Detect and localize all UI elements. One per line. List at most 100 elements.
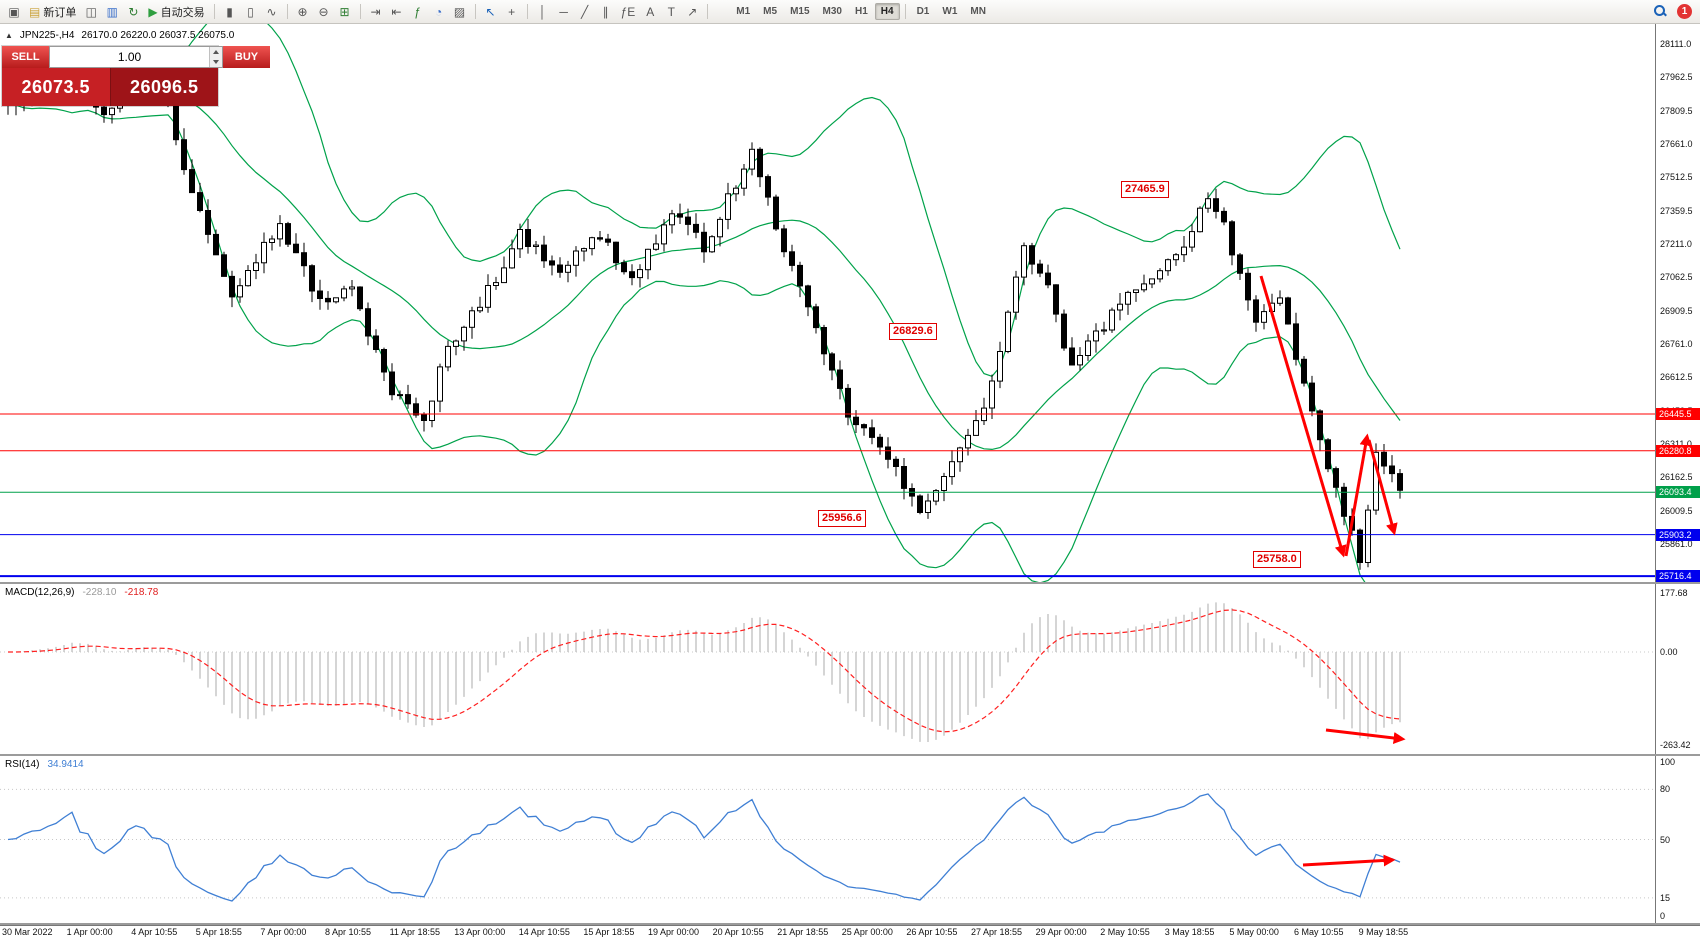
candle xyxy=(1221,210,1227,223)
one-click-toggle[interactable]: ▲ xyxy=(5,31,13,40)
chart-window-icon[interactable]: ◫ xyxy=(81,2,101,21)
macd-signal-line xyxy=(8,609,1401,733)
time-axis[interactable]: 30 Mar 2022 1 Apr 00:00 4 Apr 10:55 5 Apr 1… xyxy=(0,925,1700,939)
timeframe-m1[interactable]: M1 xyxy=(736,6,751,17)
bar-chart-button[interactable]: ▮ xyxy=(220,2,240,21)
price-annotation-label[interactable]: 25758.0 xyxy=(1253,551,1301,568)
line-chart-button[interactable]: ∿ xyxy=(262,2,282,21)
candle xyxy=(901,466,907,489)
trend-arrow[interactable] xyxy=(1344,433,1372,557)
panel-separator[interactable] xyxy=(0,754,1700,756)
rsi-panel[interactable]: RSI(14) 34.9414 xyxy=(0,756,1655,923)
macd-trend-arrow[interactable] xyxy=(1325,728,1406,744)
timeframe-m5[interactable]: M5 xyxy=(763,6,778,17)
price-chart-plot[interactable] xyxy=(0,24,1655,582)
buy-button[interactable]: BUY xyxy=(223,46,270,68)
crosshair-button[interactable]: + xyxy=(502,2,522,21)
timeframe-m15[interactable]: M15 xyxy=(790,6,810,17)
candle xyxy=(589,237,595,250)
macd-panel[interactable]: MACD(12,26,9) -228.10 -218.78 xyxy=(0,584,1655,754)
price-axis[interactable]: 28111.0 27962.5 27809.5 27661.0 27512.5 27359… xyxy=(1655,24,1700,582)
new-order-button[interactable]: ▤ 新订单 xyxy=(25,2,80,21)
toolbar-separator xyxy=(286,4,288,19)
price-annotation-label[interactable]: 25956.6 xyxy=(818,510,866,527)
indicators-button-glyph: ƒ xyxy=(414,4,421,19)
sell-button[interactable]: SELL xyxy=(2,46,49,68)
label-button[interactable]: T xyxy=(661,2,681,21)
timeframe-d1[interactable]: D1 xyxy=(916,6,930,17)
candle xyxy=(1125,291,1131,305)
candle xyxy=(869,427,875,438)
horizontal-line-button[interactable]: ─ xyxy=(554,2,574,21)
candle xyxy=(517,229,523,250)
trend-arrow[interactable] xyxy=(1259,275,1347,558)
fibonacci-button[interactable]: ƒE xyxy=(617,2,640,21)
timeframe-h1[interactable]: H1 xyxy=(854,6,868,17)
arrows-button[interactable]: ↗ xyxy=(682,2,702,21)
volume-input[interactable] xyxy=(50,47,209,67)
candle xyxy=(1397,473,1403,491)
candle xyxy=(1045,272,1051,286)
refresh-icon[interactable]: ↻ xyxy=(123,2,143,21)
candle xyxy=(653,243,659,250)
notification-badge[interactable]: 1 xyxy=(1677,4,1692,19)
equidistant-channel-button[interactable]: ∥ xyxy=(596,2,616,21)
rsi-trend-arrow[interactable] xyxy=(1302,854,1396,867)
new-chart-button[interactable]: ▣ xyxy=(4,2,24,21)
auto-trading-button[interactable]: ▶ 自动交易 xyxy=(144,2,208,21)
chart-ohlc-header: ▲ JPN225-,H4 26170.0 26220.0 26037.5 260… xyxy=(5,30,234,41)
zoom-out-button[interactable]: ⊖ xyxy=(314,2,334,21)
candle xyxy=(1213,198,1219,212)
candle xyxy=(525,229,531,247)
price-tick-label: 26009.5 xyxy=(1660,505,1693,516)
auto-scroll-button[interactable]: ⇥ xyxy=(366,2,386,21)
rsi-axis[interactable]: 100 80 50 15 0 xyxy=(1655,756,1700,923)
price-tick-label: 26612.5 xyxy=(1660,371,1693,382)
chart-shift-button[interactable]: ⇤ xyxy=(387,2,407,21)
candlestick-chart-button[interactable]: ▯ xyxy=(241,2,261,21)
time-label: 26 Apr 10:55 xyxy=(906,927,958,937)
time-label: 2 May 10:55 xyxy=(1100,927,1150,937)
search-icon[interactable] xyxy=(1650,2,1671,21)
price-tick-label: 27512.5 xyxy=(1660,171,1693,182)
candle xyxy=(853,416,859,426)
macd-axis[interactable]: 177.68 0.00 -263.42 xyxy=(1655,584,1700,754)
price-annotation-label[interactable]: 26829.6 xyxy=(889,323,937,340)
volume-up-arrow[interactable] xyxy=(210,47,222,57)
panel-separator[interactable] xyxy=(0,582,1700,584)
volume-down-arrow[interactable] xyxy=(210,57,222,67)
vertical-line-button[interactable]: │ xyxy=(533,2,553,21)
sell-price[interactable]: 26073.5 xyxy=(2,68,110,106)
buy-price[interactable]: 26096.5 xyxy=(109,68,218,106)
chart-ohlc-values: 26170.0 26220.0 26037.5 26075.0 xyxy=(81,30,235,41)
time-label: 3 May 18:55 xyxy=(1164,927,1215,937)
text-button[interactable]: A xyxy=(640,2,660,21)
timeframe-m30[interactable]: M30 xyxy=(822,6,842,17)
panel-separator[interactable] xyxy=(0,923,1700,925)
price-annotation-label[interactable]: 27465.9 xyxy=(1121,181,1169,198)
trend-arrow[interactable] xyxy=(1367,439,1398,536)
timeframe-mn[interactable]: MN xyxy=(970,6,986,17)
timeframe-w1[interactable]: W1 xyxy=(942,6,958,17)
cursor-button[interactable]: ↖ xyxy=(481,2,501,21)
periods-button[interactable]: ◔ xyxy=(429,2,449,21)
candle xyxy=(917,495,923,513)
macd-tick-label: -263.42 xyxy=(1660,740,1691,750)
templates-button[interactable]: ▨ xyxy=(450,2,470,21)
price-tick-label: 27962.5 xyxy=(1660,71,1693,82)
indicators-button[interactable]: ƒ xyxy=(408,2,428,21)
line-chart-button-glyph: ∿ xyxy=(266,4,277,19)
periods-button-glyph: ◔ xyxy=(434,4,443,19)
price-tick-label: 28111.0 xyxy=(1660,38,1692,49)
tile-windows-button[interactable]: ⊞ xyxy=(335,2,355,21)
candle xyxy=(533,244,539,248)
candle xyxy=(1277,297,1283,304)
candle xyxy=(805,285,811,308)
candle xyxy=(1165,259,1171,272)
timeframe-h4[interactable]: H4 xyxy=(874,3,900,20)
trendline-button[interactable]: ╱ xyxy=(575,2,595,21)
profiles-icon[interactable]: ▥ xyxy=(102,2,122,21)
zoom-in-button[interactable]: ⊕ xyxy=(293,2,313,21)
price-chart-panel[interactable]: ▲ JPN225-,H4 26170.0 26220.0 26037.5 260… xyxy=(0,24,1655,582)
text-button-glyph: A xyxy=(646,4,655,19)
